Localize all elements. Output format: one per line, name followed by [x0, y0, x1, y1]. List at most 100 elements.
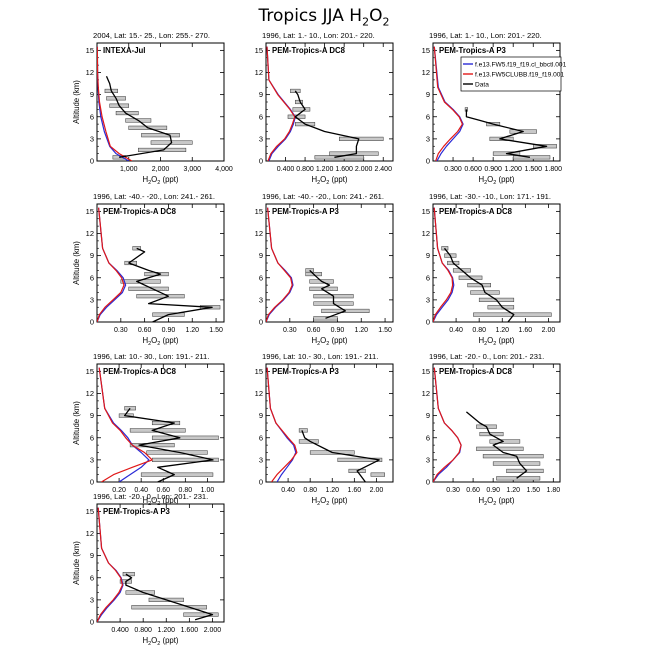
y-tick-label: 3: [259, 134, 263, 143]
data-range-box: [151, 435, 219, 440]
y-tick-label: 9: [426, 251, 430, 260]
x-tick-label: 0.800: [296, 166, 314, 173]
series-line-clubb: [433, 46, 463, 161]
y-axis-label: Altitude (km): [72, 80, 81, 124]
y-tick-label: 12: [86, 68, 94, 77]
x-tick-label: 1.00: [201, 487, 215, 494]
data-range-box: [492, 461, 541, 466]
x-tick-label: 2.00: [542, 327, 556, 334]
y-tick-label: 9: [90, 251, 94, 260]
plot-area: [433, 367, 544, 482]
data-range-box: [479, 432, 504, 437]
x-tick-label: 1.20: [325, 487, 339, 494]
series-line-clubb: [97, 207, 125, 322]
panel-header: 1996, Lat: 1.- 10., Lon: 201.- 220.: [429, 31, 542, 40]
x-tick-label: 0.90: [331, 327, 345, 334]
x-tick-label: 0.40: [134, 487, 148, 494]
y-tick-label: 3: [426, 295, 430, 304]
data-range-box: [337, 457, 383, 462]
x-tick-label: 1.50: [209, 327, 223, 334]
y-tick-label: 3: [426, 134, 430, 143]
data-range-box: [129, 443, 175, 448]
x-tick-label: 1.20: [495, 327, 509, 334]
x-tick-label: 0.30: [446, 487, 460, 494]
series-line-clubb: [97, 507, 124, 622]
y-tick-label: 9: [426, 411, 430, 420]
y-tick-label: 12: [422, 68, 430, 77]
legend-label: Data: [475, 82, 489, 89]
series-line-data: [443, 247, 515, 322]
panel-header: 1996, Lat: 1.- 10., Lon: 201.- 220.: [262, 31, 375, 40]
title-prefix: Tropics JJA H: [258, 6, 363, 26]
x-tick-label: 1.200: [316, 166, 334, 173]
x-tick-label: 1.80: [547, 487, 561, 494]
title-subscript-1: 2: [362, 15, 370, 29]
data-range-box: [512, 155, 551, 160]
x-tick-label: 1.60: [348, 487, 362, 494]
y-tick-label: 15: [422, 207, 430, 216]
series-line-data: [465, 109, 548, 158]
y-tick-label: 3: [259, 295, 263, 304]
y-tick-label: 3: [90, 595, 94, 604]
figure-title: Tropics JJA H2O2: [0, 6, 648, 28]
y-tick-label: 15: [255, 367, 263, 376]
x-tick-label: 0.20: [112, 487, 126, 494]
x-tick-label: 1.20: [354, 327, 368, 334]
plot-area: [433, 207, 552, 322]
x-tick-label: 2,000: [152, 166, 170, 173]
y-tick-label: 6: [90, 573, 94, 582]
x-tick-label: 2.000: [204, 627, 222, 634]
x-axis-label: H2O2 (ppt): [311, 336, 347, 347]
y-tick-label: 9: [90, 90, 94, 99]
panel-header: 1996, Lat: -30.- -10., Lon: 171.- 191.: [429, 192, 551, 201]
data-range-box: [305, 268, 314, 273]
panel-header: 1996, Lat: -20.- 0., Lon: 201.- 231.: [93, 492, 208, 501]
series-line-cl-bbctl: [266, 367, 297, 482]
data-range-box: [489, 439, 521, 444]
legend: f.e13.FW5.f19_f19.cl_bbctl.001 f.e13.FW5C…: [460, 56, 567, 92]
x-axis-label: H2O2 (ppt): [478, 496, 514, 507]
y-tick-label: 0: [90, 318, 94, 327]
x-tick-label: 0.800: [134, 627, 152, 634]
plot-area: [266, 207, 370, 322]
x-tick-label: 0.80: [303, 487, 317, 494]
x-tick-label: 4,000: [215, 166, 233, 173]
y-tick-label: 12: [422, 389, 430, 398]
y-tick-label: 0: [259, 318, 263, 327]
y-axis-label: Altitude (km): [72, 241, 81, 285]
x-tick-label: 3,000: [183, 166, 201, 173]
series-line-data: [105, 75, 173, 158]
y-tick-label: 0: [426, 157, 430, 166]
x-axis-label: H2O2 (ppt): [311, 175, 347, 186]
y-tick-label: 12: [86, 529, 94, 538]
y-tick-label: 0: [90, 618, 94, 627]
x-tick-label: 2.000: [355, 166, 373, 173]
data-range-box: [136, 294, 185, 299]
legend-label: f.e13.FW5.f19_f19.cl_bbctl.001: [475, 62, 567, 69]
data-range-box: [287, 114, 306, 119]
series-line-clubb: [266, 367, 298, 482]
y-tick-label: 12: [422, 229, 430, 238]
y-tick-label: 3: [426, 455, 430, 464]
series-line-clubb: [433, 207, 454, 322]
y-tick-label: 6: [426, 112, 430, 121]
y-tick-label: 6: [90, 433, 94, 442]
campaign-label: PEM-Tropics-A DC8: [103, 367, 177, 376]
y-tick-label: 15: [422, 367, 430, 376]
data-range-box: [482, 454, 544, 459]
y-tick-label: 6: [259, 273, 263, 282]
series-line-clubb: [98, 367, 153, 482]
y-tick-label: 9: [426, 90, 430, 99]
series-line-clubb: [433, 367, 462, 482]
x-axis-label: H2O2 (ppt): [142, 336, 178, 347]
x-tick-label: 0.40: [449, 327, 463, 334]
x-tick-label: 0.90: [486, 487, 500, 494]
y-tick-label: 6: [426, 433, 430, 442]
series-line-data: [123, 407, 214, 482]
title-mid: O: [369, 6, 383, 26]
x-tick-label: 1.200: [504, 166, 522, 173]
panel-p1: 2004, Lat: 15.- 25., Lon: 255.- 270. INTE…: [72, 31, 233, 186]
y-tick-label: 0: [90, 478, 94, 487]
